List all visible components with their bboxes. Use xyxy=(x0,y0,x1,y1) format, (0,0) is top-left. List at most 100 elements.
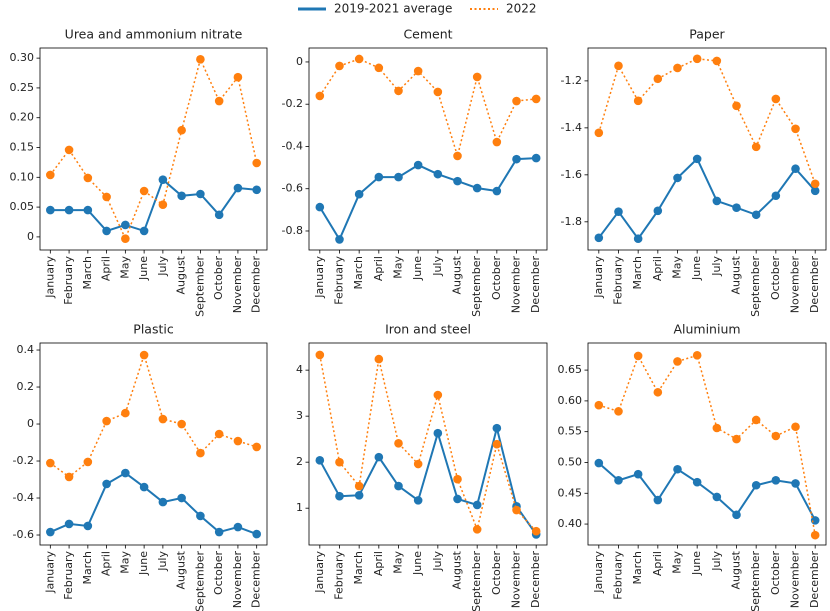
data-point xyxy=(472,72,482,82)
data-point xyxy=(83,173,93,183)
x-tick-label: January xyxy=(313,256,326,299)
data-point xyxy=(751,415,761,425)
y-tick-label: 0.65 xyxy=(558,363,583,376)
panel: Aluminium 0.40 0.45 0.50 0.55 0.60 0.65 January… xyxy=(558,322,827,611)
x-tick-label: July xyxy=(156,256,169,277)
x-tick-label: July xyxy=(710,256,723,277)
panel-title: Plastic xyxy=(133,322,174,337)
data-point xyxy=(83,457,93,467)
series-line xyxy=(318,427,537,535)
data-point xyxy=(531,153,541,163)
data-point xyxy=(594,458,604,468)
series-line xyxy=(319,58,537,159)
panel: Iron and steel 1 2 3 4 January February March Ap… xyxy=(296,322,548,611)
data-point xyxy=(139,482,149,492)
panel-title: Aluminium xyxy=(673,322,740,337)
data-point xyxy=(512,505,521,515)
data-point xyxy=(102,226,111,236)
x-tick-label: April xyxy=(100,551,113,576)
x-tick-label: September xyxy=(749,256,762,317)
data-point xyxy=(614,407,623,416)
x-tick-label: February xyxy=(62,256,75,305)
axes-frame xyxy=(587,47,827,251)
data-point xyxy=(374,354,384,364)
data-point xyxy=(315,91,325,101)
y-tick-label: 0.40 xyxy=(558,517,583,530)
data-point xyxy=(531,94,541,104)
data-point xyxy=(315,202,325,212)
data-point xyxy=(315,350,325,360)
data-point xyxy=(102,416,111,426)
data-point xyxy=(692,351,702,360)
data-point xyxy=(492,423,502,433)
y-tick-label: -0.6 xyxy=(13,528,34,541)
data-point xyxy=(453,151,462,161)
data-point xyxy=(594,128,604,138)
x-tick-label: October xyxy=(490,551,503,595)
series-line xyxy=(598,58,816,185)
data-point xyxy=(771,94,781,104)
data-point xyxy=(196,511,205,521)
x-tick-label: October xyxy=(212,551,225,595)
data-point xyxy=(492,439,502,449)
data-point xyxy=(177,191,186,201)
y-tick-label: -1.4 xyxy=(561,121,582,134)
data-point xyxy=(791,124,800,134)
x-tick-label: June xyxy=(690,551,703,576)
data-point xyxy=(46,527,55,537)
data-point xyxy=(335,61,344,71)
x-tick-label: April xyxy=(651,551,664,576)
data-point xyxy=(233,436,243,446)
data-point xyxy=(64,205,74,215)
data-point xyxy=(64,472,74,482)
panel: Plastic 0.4 0.2 0 -0.2 -0.4 -0.6 January Februar… xyxy=(13,322,268,611)
x-tick-label: September xyxy=(470,256,483,317)
x-tick-label: June xyxy=(690,256,703,281)
data-point xyxy=(214,210,224,220)
legend-label: 2019-2021 average xyxy=(334,2,452,16)
x-tick-label: July xyxy=(710,551,723,572)
data-point xyxy=(252,185,261,195)
data-point xyxy=(791,479,800,488)
data-point xyxy=(46,205,55,215)
y-tick-label: 0.60 xyxy=(558,394,583,407)
data-point xyxy=(453,494,462,504)
data-point xyxy=(177,493,186,503)
y-tick-label: 0.25 xyxy=(10,81,35,94)
data-point xyxy=(177,419,186,429)
data-point xyxy=(335,457,344,467)
data-point xyxy=(633,96,643,106)
axes-frame xyxy=(39,342,268,546)
data-point xyxy=(472,183,482,193)
x-tick-label: March xyxy=(352,256,365,290)
x-tick-label: October xyxy=(769,551,782,595)
data-point xyxy=(394,172,403,182)
series-line xyxy=(49,471,258,536)
x-tick-label: December xyxy=(250,551,263,609)
data-point xyxy=(354,491,364,500)
x-tick-label: February xyxy=(611,551,624,600)
data-point xyxy=(214,429,224,439)
data-point xyxy=(732,101,741,111)
x-tick-label: September xyxy=(193,256,206,317)
data-point xyxy=(64,519,74,529)
x-tick-label: November xyxy=(510,551,523,609)
x-tick-label: November xyxy=(789,551,802,609)
panel: Cement 0 -0.2 -0.4 -0.6 -0.8 January February Ma… xyxy=(282,27,548,317)
data-point xyxy=(158,414,168,424)
data-point xyxy=(594,233,604,243)
x-tick-label: April xyxy=(372,256,385,281)
x-tick-label: December xyxy=(808,256,821,314)
axes-frame xyxy=(39,47,268,251)
data-point xyxy=(315,456,325,465)
data-point xyxy=(751,142,761,152)
data-point xyxy=(139,226,149,236)
x-tick-label: August xyxy=(730,255,743,294)
data-point xyxy=(177,125,186,135)
x-tick-label: January xyxy=(43,256,56,299)
data-point xyxy=(196,55,205,64)
y-tick-label: 0.05 xyxy=(10,200,35,213)
panel-title: Cement xyxy=(403,27,452,42)
data-point xyxy=(712,56,722,66)
